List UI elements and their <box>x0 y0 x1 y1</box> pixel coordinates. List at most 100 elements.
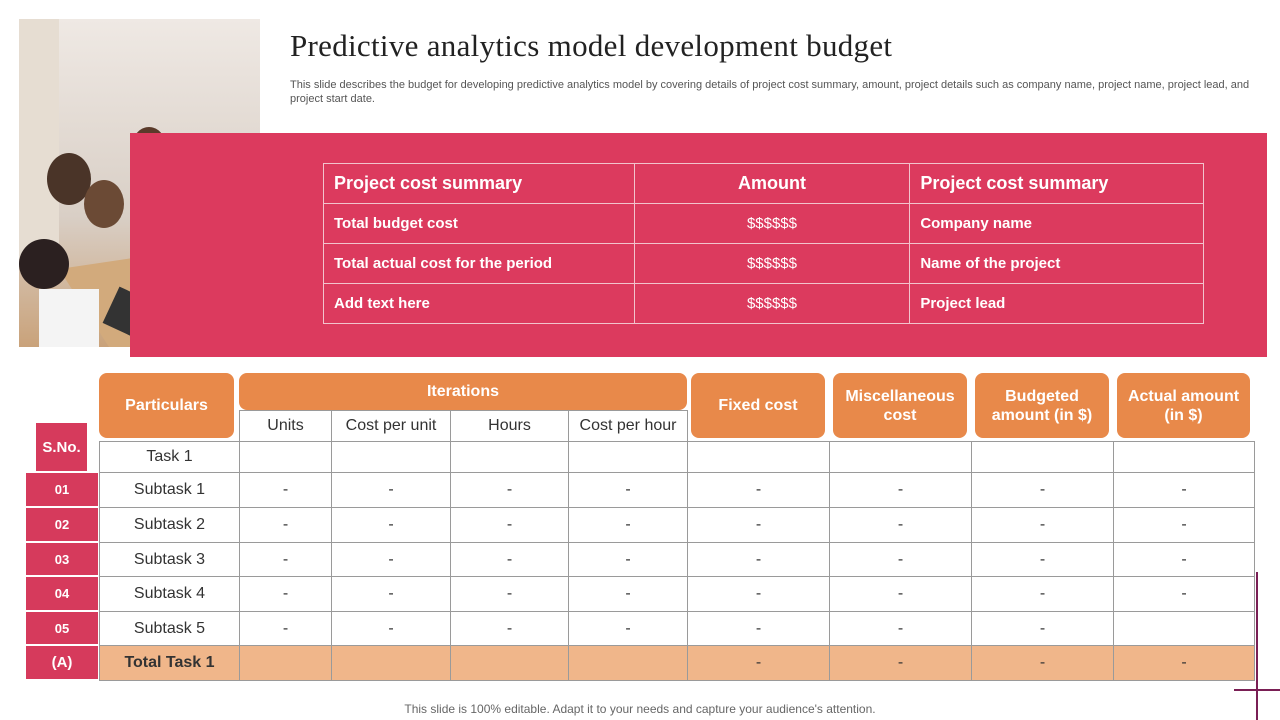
cell <box>687 441 830 473</box>
iterations-header: Iterations <box>239 373 687 410</box>
summary-cell: Add text here <box>323 283 635 324</box>
cell: - <box>568 472 688 508</box>
total-name: Total Task 1 <box>99 645 240 681</box>
cell <box>1113 441 1255 473</box>
cell: - <box>687 576 830 612</box>
summary-cell: $$$$$$ <box>633 283 911 324</box>
cell <box>450 441 569 473</box>
cell: - <box>239 507 332 543</box>
cell <box>1113 611 1255 646</box>
total-cell <box>239 645 332 681</box>
summary-table: Project cost summary Amount Project cost s… <box>323 163 1204 324</box>
footer: This slide is 100% editable. Adapt it to… <box>404 702 876 716</box>
cell: - <box>568 611 688 646</box>
summary-cell: $$$$$$ <box>633 243 911 284</box>
cell: - <box>971 472 1114 508</box>
iteration-column: Hours <box>450 410 569 442</box>
row-name: Subtask 1 <box>99 472 240 508</box>
summary-cell: Project lead <box>909 283 1204 324</box>
cell: - <box>331 542 451 577</box>
total-cell <box>331 645 451 681</box>
cell: - <box>687 542 830 577</box>
slide-description: This slide describes the budget for deve… <box>290 79 1250 105</box>
cell: - <box>829 611 972 646</box>
cell: - <box>971 611 1114 646</box>
summary-row: Total budget cost $$$$$$ Company name <box>323 203 1204 244</box>
summary-row: Project cost summary Amount Project cost s… <box>323 163 1204 204</box>
cell: - <box>971 576 1114 612</box>
decor-line <box>1234 689 1280 691</box>
iteration-column: Units <box>239 410 332 442</box>
cell: - <box>687 611 830 646</box>
summary-row: Add text here $$$$$$ Project lead <box>323 283 1204 324</box>
cell: - <box>971 542 1114 577</box>
cell: - <box>1113 542 1255 577</box>
cell: - <box>1113 472 1255 508</box>
cell: - <box>450 576 569 612</box>
total-cell <box>450 645 569 681</box>
cell <box>568 441 688 473</box>
cell: - <box>568 507 688 543</box>
cell: - <box>829 507 972 543</box>
total-cell: - <box>829 645 972 681</box>
iteration-column: Cost per hour <box>568 410 688 442</box>
cell: - <box>829 472 972 508</box>
total-cell: - <box>687 645 830 681</box>
cell: - <box>239 542 332 577</box>
cell <box>971 441 1114 473</box>
cell: - <box>971 507 1114 543</box>
column-header: Miscellaneous cost <box>833 373 967 438</box>
iteration-column: Cost per unit <box>331 410 451 442</box>
cell: - <box>239 611 332 646</box>
cell: - <box>450 542 569 577</box>
cell: - <box>239 472 332 508</box>
column-header: Actual amount (in $) <box>1117 373 1250 438</box>
cell: - <box>829 576 972 612</box>
cell: - <box>331 472 451 508</box>
summary-row: Total actual cost for the period $$$$$$ Na… <box>323 243 1204 284</box>
cell: - <box>829 542 972 577</box>
cell: - <box>450 472 569 508</box>
cell: - <box>450 611 569 646</box>
column-header: Fixed cost <box>691 373 825 438</box>
particulars-header: Particulars <box>99 373 234 438</box>
total-cell: - <box>1113 645 1255 681</box>
row-name: Subtask 2 <box>99 507 240 543</box>
cell: - <box>687 507 830 543</box>
cell <box>829 441 972 473</box>
row-name: Subtask 4 <box>99 576 240 612</box>
cell: - <box>450 507 569 543</box>
cell: - <box>687 472 830 508</box>
column-header: Budgeted amount (in $) <box>975 373 1109 438</box>
summary-cell: Project cost summary <box>323 163 635 204</box>
total-cell: - <box>971 645 1114 681</box>
cell: - <box>331 611 451 646</box>
row-name: Subtask 5 <box>99 611 240 646</box>
cell: - <box>331 507 451 543</box>
total-sno: (A) <box>25 645 99 680</box>
total-cell <box>568 645 688 681</box>
sno-cell: 03 <box>25 542 99 576</box>
cell: - <box>568 542 688 577</box>
slide-title: Predictive analytics model development b… <box>290 28 893 63</box>
sno-cell: 04 <box>25 576 99 611</box>
summary-cell: Amount <box>633 163 911 204</box>
cell <box>331 441 451 473</box>
sno-cell: 02 <box>25 507 99 542</box>
summary-cell: Project cost summary <box>909 163 1204 204</box>
decor-line <box>1256 572 1258 720</box>
cell: - <box>239 576 332 612</box>
summary-cell: Name of the project <box>909 243 1204 284</box>
cell <box>239 441 332 473</box>
cell: - <box>1113 507 1255 543</box>
summary-cell: $$$$$$ <box>633 203 911 244</box>
task-name: Task 1 <box>99 441 240 473</box>
cell: - <box>1113 576 1255 612</box>
row-name: Subtask 3 <box>99 542 240 577</box>
summary-cell: Total actual cost for the period <box>323 243 635 284</box>
summary-cell: Company name <box>909 203 1204 244</box>
summary-cell: Total budget cost <box>323 203 635 244</box>
cell: - <box>331 576 451 612</box>
cell: - <box>568 576 688 612</box>
